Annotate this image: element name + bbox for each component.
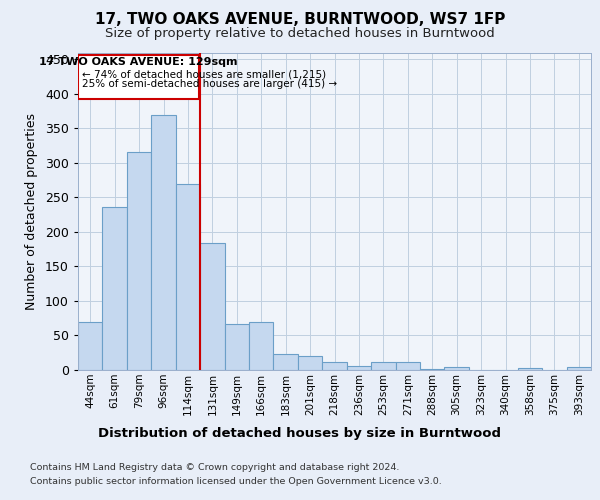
Text: Distribution of detached houses by size in Burntwood: Distribution of detached houses by size … — [98, 428, 502, 440]
Bar — [518, 368, 542, 370]
Y-axis label: Number of detached properties: Number of detached properties — [25, 113, 38, 310]
Text: 17 TWO OAKS AVENUE: 129sqm: 17 TWO OAKS AVENUE: 129sqm — [39, 58, 238, 68]
FancyBboxPatch shape — [78, 54, 199, 98]
Bar — [249, 322, 274, 370]
Bar — [176, 184, 200, 370]
Text: Contains HM Land Registry data © Crown copyright and database right 2024.: Contains HM Land Registry data © Crown c… — [30, 462, 400, 471]
Bar — [445, 367, 469, 370]
Bar — [298, 356, 322, 370]
Bar — [274, 354, 298, 370]
Text: 25% of semi-detached houses are larger (415) →: 25% of semi-detached houses are larger (… — [82, 80, 337, 90]
Bar — [566, 367, 591, 370]
Text: ← 74% of detached houses are smaller (1,215): ← 74% of detached houses are smaller (1,… — [82, 69, 326, 79]
Bar — [420, 368, 445, 370]
Bar — [371, 362, 395, 370]
Bar — [127, 152, 151, 370]
Bar — [395, 362, 420, 370]
Bar — [151, 114, 176, 370]
Text: 17, TWO OAKS AVENUE, BURNTWOOD, WS7 1FP: 17, TWO OAKS AVENUE, BURNTWOOD, WS7 1FP — [95, 12, 505, 26]
Text: Size of property relative to detached houses in Burntwood: Size of property relative to detached ho… — [105, 28, 495, 40]
Bar — [322, 362, 347, 370]
Bar — [347, 366, 371, 370]
Bar — [78, 322, 103, 370]
Bar — [200, 243, 224, 370]
Text: Contains public sector information licensed under the Open Government Licence v3: Contains public sector information licen… — [30, 478, 442, 486]
Bar — [103, 207, 127, 370]
Bar — [224, 324, 249, 370]
